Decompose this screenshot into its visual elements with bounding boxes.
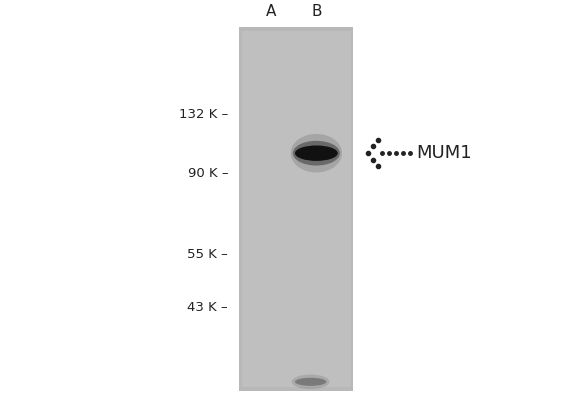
Text: 132 K –: 132 K – <box>179 108 228 121</box>
Ellipse shape <box>295 378 327 386</box>
Bar <box>242 31 351 387</box>
Ellipse shape <box>295 145 337 161</box>
Bar <box>239 27 353 391</box>
Text: 55 K –: 55 K – <box>188 248 228 261</box>
Ellipse shape <box>292 374 329 389</box>
Text: 43 K –: 43 K – <box>188 301 228 314</box>
Text: A: A <box>266 4 276 19</box>
Text: MUM1: MUM1 <box>416 144 472 162</box>
Ellipse shape <box>293 141 340 166</box>
Ellipse shape <box>291 134 342 173</box>
Text: 90 K –: 90 K – <box>188 167 228 180</box>
Text: B: B <box>311 4 321 19</box>
